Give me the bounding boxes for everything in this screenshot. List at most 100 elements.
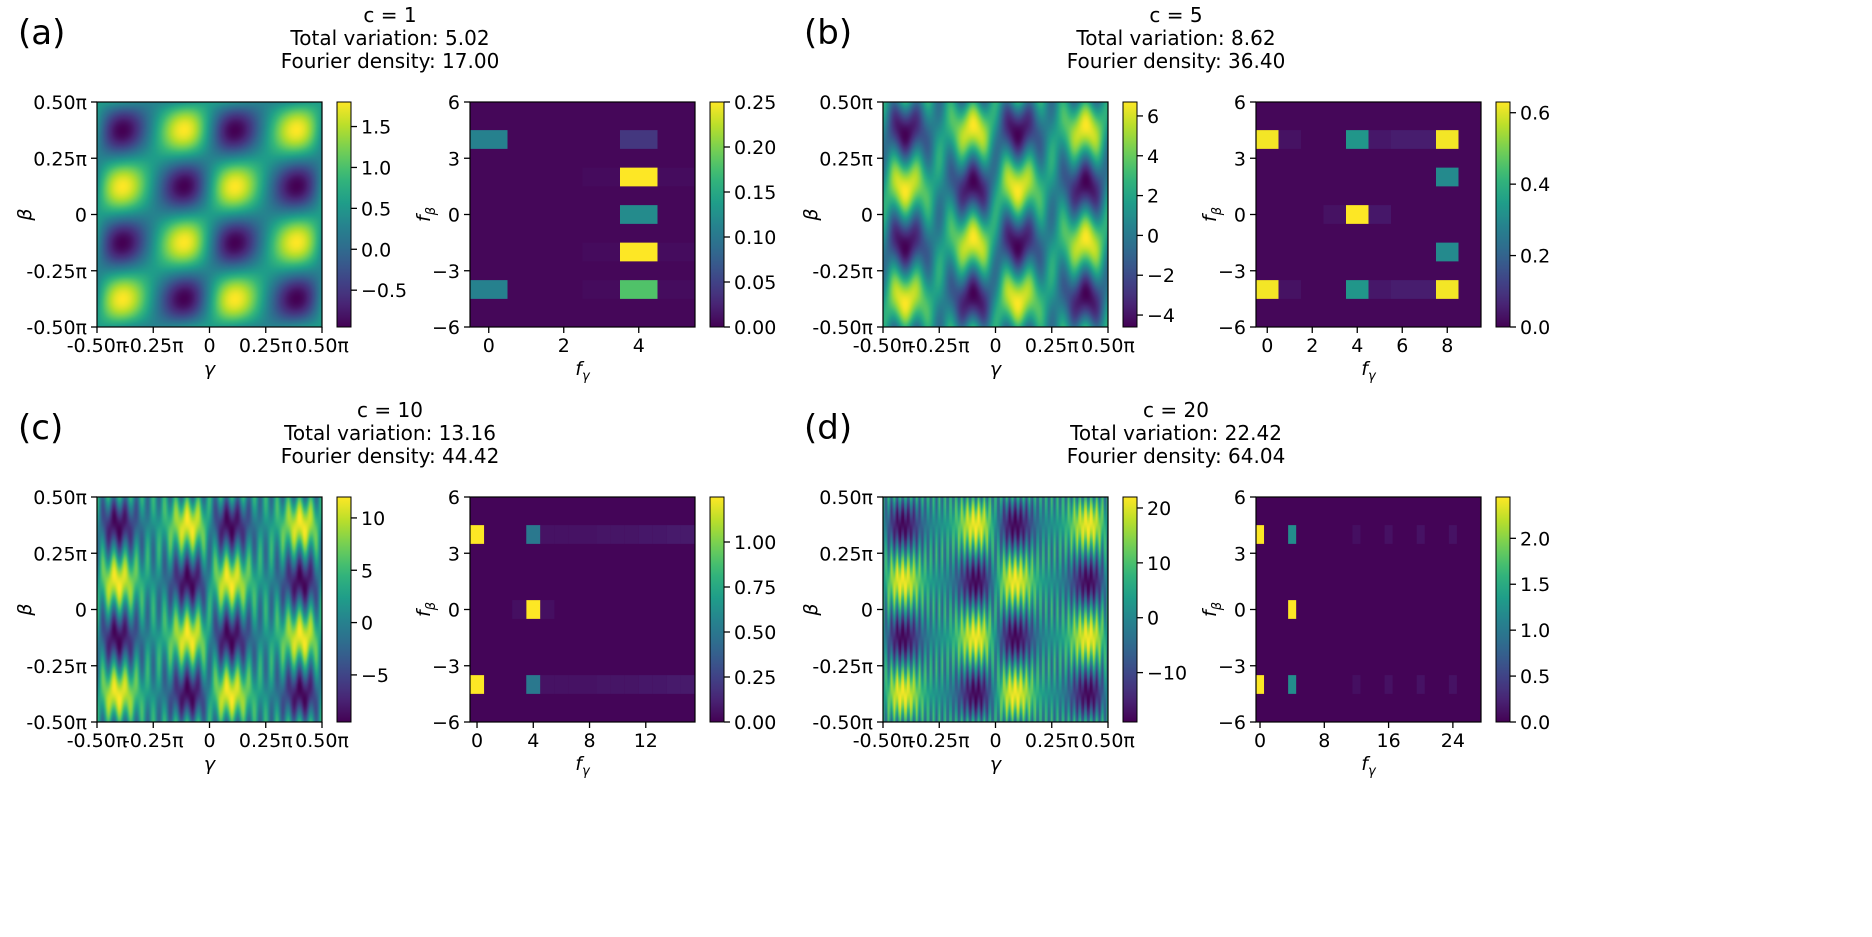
spectrum-cell: [582, 167, 620, 187]
spectrum-cell: [1346, 130, 1369, 149]
y-tick-label: −6: [1218, 712, 1246, 734]
x-tick-label: 4: [1351, 335, 1363, 357]
spectrum-cell: [1416, 525, 1425, 544]
x-tick-label: 4: [633, 335, 645, 357]
y-tick-label: −3: [432, 261, 460, 283]
spectrum-cell: [554, 525, 569, 544]
spectrum-cell: [610, 675, 625, 694]
x-axis-label: γ: [990, 753, 1003, 775]
x-tick-label: 16: [1376, 730, 1400, 752]
y-tick-label: -0.50π: [812, 712, 873, 734]
y-tick-label: 0.50π: [819, 92, 873, 114]
colorbar-tick-label: 0.0: [1520, 712, 1550, 734]
spectrum-cell: [624, 525, 639, 544]
y-tick-label: 6: [448, 92, 460, 114]
y-tick-label: -0.50π: [812, 317, 873, 339]
spectrum-cell: [596, 675, 611, 694]
y-tick-label: -0.50π: [26, 712, 87, 734]
colorbar-tick-label: −5: [361, 665, 389, 687]
colorbar-tick-label: 20: [1147, 498, 1171, 520]
colorbar-tick-label: 1.0: [361, 157, 391, 179]
panel-title: c = 5: [1149, 3, 1202, 27]
x-tick-label: -0.50π: [853, 730, 914, 752]
x-tick-label: 2: [1306, 335, 1318, 357]
spectrum-cell: [470, 280, 508, 299]
spectrum-cell: [554, 675, 569, 694]
y-tick-label: 6: [1234, 92, 1246, 114]
y-tick-label: 6: [1234, 487, 1246, 509]
spectrum-cell: [638, 675, 653, 694]
x-tick-label: 0.25π: [1025, 335, 1079, 357]
landscape-heatmap: [883, 497, 1108, 722]
y-tick-label: 0.25π: [819, 543, 873, 565]
spectrum-cell: [652, 675, 667, 694]
y-tick-label: 0.50π: [33, 487, 87, 509]
spectrum-cell: [620, 280, 658, 299]
spectrum-cell: [470, 675, 485, 694]
spectrum-cell: [624, 675, 639, 694]
colorbar-tick-label: 0: [1147, 608, 1159, 630]
y-tick-label: 0: [75, 600, 87, 622]
spectrum-cell: [1256, 280, 1279, 299]
y-axis-label: fβ: [413, 207, 439, 222]
x-tick-label: 0.25π: [1025, 730, 1079, 752]
y-axis-label: β: [800, 208, 822, 221]
x-tick-label: -0.25π: [909, 335, 970, 357]
panel-title: c = 1: [363, 3, 416, 27]
x-tick-label: -0.25π: [909, 730, 970, 752]
colorbar-tick-label: 2: [1147, 186, 1159, 208]
colorbar: [1495, 496, 1511, 723]
colorbar-tick-label: 0.50: [734, 622, 776, 644]
colorbar-tick-label: 1.00: [734, 532, 776, 554]
y-axis-label: fβ: [413, 602, 439, 617]
x-axis-label: γ: [990, 358, 1003, 380]
x-axis-label: fγ: [1361, 358, 1377, 384]
colorbar-tick-label: 0: [361, 613, 373, 635]
y-tick-label: -0.50π: [26, 317, 87, 339]
spectrum-cell: [1256, 130, 1279, 149]
y-tick-label: −3: [1218, 656, 1246, 678]
colorbar-tick-label: 0.5: [361, 198, 391, 220]
y-tick-label: -0.25π: [812, 261, 873, 283]
x-axis-label: fγ: [575, 753, 591, 779]
spectrum-cell: [666, 525, 681, 544]
y-tick-label: −6: [1218, 317, 1246, 339]
colorbar-tick-label: 0.5: [1520, 666, 1550, 688]
spectrum-cell: [540, 675, 555, 694]
y-tick-label: 0: [448, 205, 460, 227]
spectrum-cell: [470, 525, 485, 544]
x-tick-label: 2: [558, 335, 570, 357]
x-tick-label: 0: [203, 335, 215, 357]
colorbar-tick-label: 0.75: [734, 577, 776, 599]
colorbar-tick-label: 0.10: [734, 227, 776, 249]
spectrum-cell: [526, 675, 541, 694]
x-tick-label: -0.50π: [67, 730, 128, 752]
spectrum-cell: [1346, 280, 1369, 299]
y-axis-label: fβ: [1199, 602, 1225, 617]
y-tick-label: 3: [448, 148, 460, 170]
spectrum-cell: [1352, 675, 1361, 694]
x-tick-label: 0.25π: [239, 335, 293, 357]
y-tick-label: 0.50π: [33, 92, 87, 114]
spectrum-cell: [657, 242, 695, 262]
spectrum-cell: [1278, 280, 1301, 299]
spectrum-cell: [1391, 280, 1414, 299]
spectrum-cell: [1413, 280, 1436, 299]
spectrum-cell: [582, 675, 597, 694]
spectrum-cell: [1288, 600, 1297, 619]
colorbar-tick-label: −2: [1147, 265, 1175, 287]
colorbar-tick-label: 0.05: [734, 272, 776, 294]
spectrum-cell: [1384, 525, 1393, 544]
colorbar-tick-label: 10: [1147, 553, 1171, 575]
y-tick-label: 0: [861, 205, 873, 227]
y-tick-label: −3: [1218, 261, 1246, 283]
panel-metric: Fourier density: 64.04: [1067, 444, 1286, 468]
spectrum-cell: [540, 525, 555, 544]
x-tick-label: 0.50π: [295, 335, 349, 357]
x-tick-label: 24: [1441, 730, 1465, 752]
panel-label: (d): [804, 408, 852, 448]
panel-metric: Fourier density: 17.00: [281, 49, 500, 73]
colorbar-tick-label: 0.6: [1520, 103, 1550, 125]
